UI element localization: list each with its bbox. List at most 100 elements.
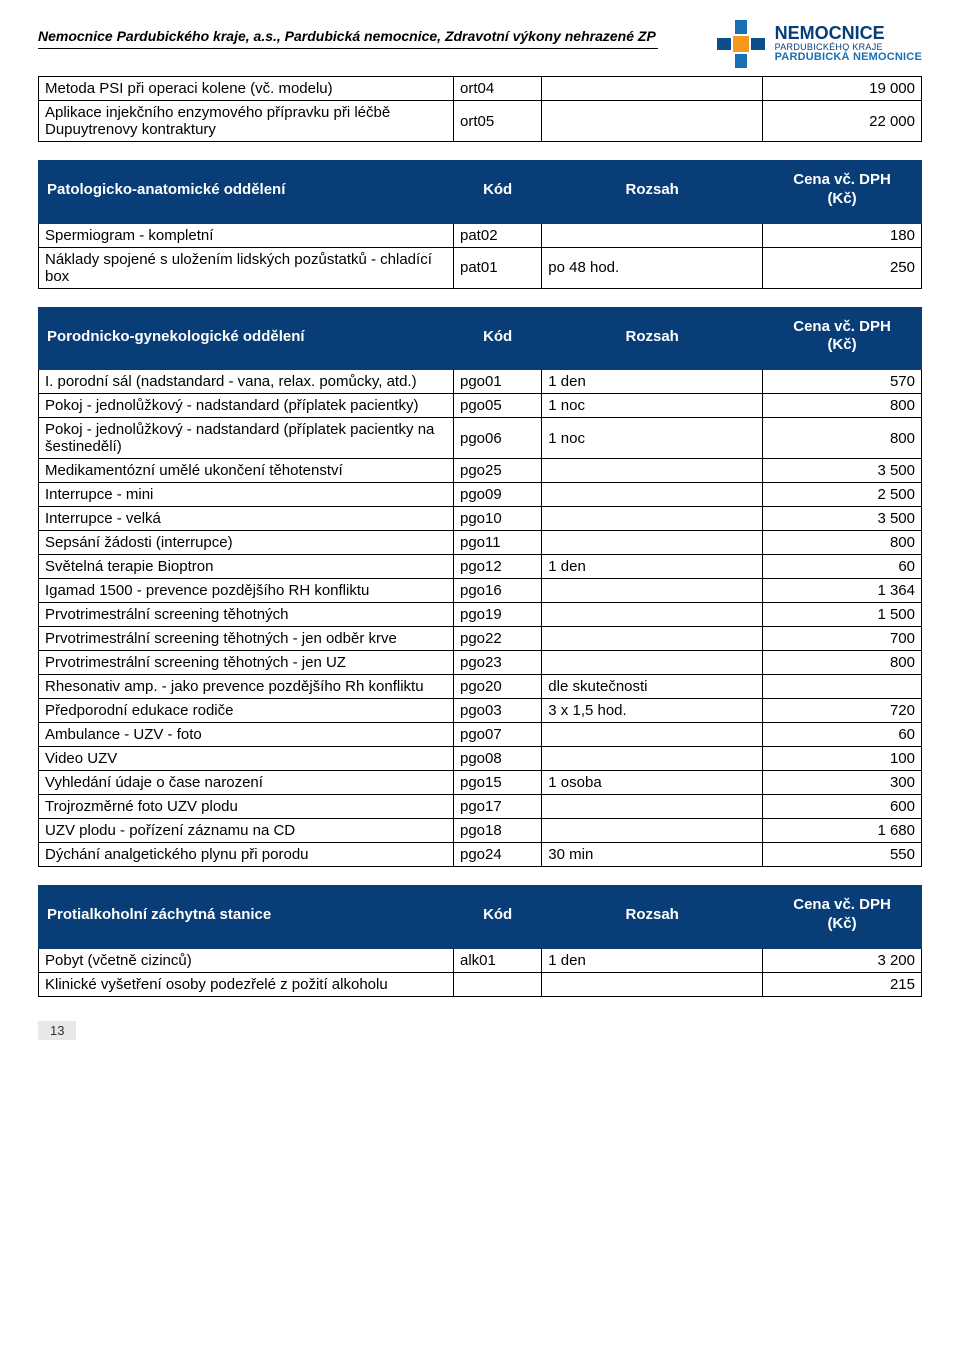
cell-desc: Igamad 1500 - prevence pozdějšího RH kon…	[39, 579, 454, 603]
cell-scope: 1 noc	[542, 418, 763, 459]
cell-price: 215	[763, 972, 922, 996]
cell-code: pgo10	[454, 507, 542, 531]
col-price: Cena vč. DPH(Kč)	[763, 307, 922, 370]
cell-code: pgo19	[454, 603, 542, 627]
table-row: Vyhledání údaje o čase narozenípgo151 os…	[39, 771, 922, 795]
page-header: Nemocnice Pardubického kraje, a.s., Pard…	[38, 18, 922, 70]
cell-code: pgo06	[454, 418, 542, 459]
cell-price: 3 200	[763, 948, 922, 972]
cell-code: pgo12	[454, 555, 542, 579]
cell-desc: Předporodní edukace rodiče	[39, 699, 454, 723]
cell-scope: 1 noc	[542, 394, 763, 418]
cell-desc: Vyhledání údaje o čase narození	[39, 771, 454, 795]
cell-price: 800	[763, 651, 922, 675]
cell-desc: Světelná terapie Bioptron	[39, 555, 454, 579]
cell-scope	[542, 507, 763, 531]
cell-desc: UZV plodu - pořízení záznamu na CD	[39, 819, 454, 843]
cell-code: pgo25	[454, 459, 542, 483]
table-row: UZV plodu - pořízení záznamu na CDpgo18 1…	[39, 819, 922, 843]
cell-price: 800	[763, 394, 922, 418]
logo-line3: PARDUBICKÁ NEMOCNICE	[775, 52, 922, 64]
table-row: Prvotrimestrální screening těhotnýchpgo1…	[39, 603, 922, 627]
cell-desc: Trojrozměrné foto UZV plodu	[39, 795, 454, 819]
cell-scope	[542, 483, 763, 507]
cell-scope: 1 den	[542, 370, 763, 394]
table-row: Předporodní edukace rodičepgo033 x 1,5 h…	[39, 699, 922, 723]
table-row: Sepsání žádosti (interrupce)pgo11800	[39, 531, 922, 555]
cell-code	[454, 972, 542, 996]
logo-line1: NEMOCNICE	[775, 24, 922, 43]
cell-scope: po 48 hod.	[542, 247, 763, 288]
table-row: Rhesonativ amp. - jako prevence pozdější…	[39, 675, 922, 699]
cell-price: 180	[763, 223, 922, 247]
cell-code: pgo15	[454, 771, 542, 795]
hospital-logo: NEMOCNICE PARDUBICKÉHO KRAJE PARDUBICKÁ …	[662, 18, 922, 70]
table-row: Prvotrimestrální screening těhotných - j…	[39, 651, 922, 675]
section-table: Porodnicko-gynekologické odděleníKódRozs…	[38, 307, 922, 868]
table-row: Pokoj - jednolůžkový - nadstandard (příp…	[39, 418, 922, 459]
cell-code: ort05	[454, 101, 542, 142]
cell-code: pgo24	[454, 843, 542, 867]
cell-scope	[542, 747, 763, 771]
cell-price: 3 500	[763, 459, 922, 483]
cell-price: 700	[763, 627, 922, 651]
table-row: Trojrozměrné foto UZV plodupgo17600	[39, 795, 922, 819]
cell-price: 100	[763, 747, 922, 771]
cell-code: pgo11	[454, 531, 542, 555]
org-title: Nemocnice Pardubického kraje, a.s., Pard…	[38, 28, 662, 44]
cell-price: 570	[763, 370, 922, 394]
cell-desc: Klinické vyšetření osoby podezřelé z pož…	[39, 972, 454, 996]
cell-price: 300	[763, 771, 922, 795]
cell-scope: 30 min	[542, 843, 763, 867]
table-row: I. porodní sál (nadstandard - vana, rela…	[39, 370, 922, 394]
cell-price: 22 000	[763, 101, 922, 142]
header-underline	[38, 48, 658, 49]
cell-scope: 1 den	[542, 948, 763, 972]
cell-desc: Aplikace injekčního enzymového přípravku…	[39, 101, 454, 142]
cell-desc: Spermiogram - kompletní	[39, 223, 454, 247]
table-row: Igamad 1500 - prevence pozdějšího RH kon…	[39, 579, 922, 603]
section-title: Patologicko-anatomické oddělení	[39, 161, 454, 224]
cell-desc: Interrupce - velká	[39, 507, 454, 531]
col-scope: Rozsah	[542, 886, 763, 949]
table-row: Klinické vyšetření osoby podezřelé z pož…	[39, 972, 922, 996]
section-table: Patologicko-anatomické odděleníKódRozsah…	[38, 160, 922, 289]
cell-scope	[542, 531, 763, 555]
cell-code: pgo18	[454, 819, 542, 843]
page-number: 13	[38, 1021, 76, 1040]
cell-desc: Prvotrimestrální screening těhotných - j…	[39, 627, 454, 651]
col-code: Kód	[454, 307, 542, 370]
cell-scope	[542, 101, 763, 142]
logo-mark-icon	[715, 18, 767, 70]
cell-code: pgo07	[454, 723, 542, 747]
cell-price: 800	[763, 531, 922, 555]
cell-desc: Medikamentózní umělé ukončení těhotenstv…	[39, 459, 454, 483]
cell-desc: Prvotrimestrální screening těhotných	[39, 603, 454, 627]
cell-desc: Video UZV	[39, 747, 454, 771]
cell-scope	[542, 819, 763, 843]
cell-price: 1 680	[763, 819, 922, 843]
table-row: Video UZVpgo08100	[39, 747, 922, 771]
cell-price: 3 500	[763, 507, 922, 531]
table-row: Medikamentózní umělé ukončení těhotenstv…	[39, 459, 922, 483]
cell-price: 19 000	[763, 77, 922, 101]
table-row: Prvotrimestrální screening těhotných - j…	[39, 627, 922, 651]
cell-scope: 1 den	[542, 555, 763, 579]
cell-price: 600	[763, 795, 922, 819]
cell-code: pat01	[454, 247, 542, 288]
cell-price: 250	[763, 247, 922, 288]
cell-scope: 3 x 1,5 hod.	[542, 699, 763, 723]
col-scope: Rozsah	[542, 161, 763, 224]
table-row: Spermiogram - kompletnípat02180	[39, 223, 922, 247]
cell-scope	[542, 459, 763, 483]
table-row: Aplikace injekčního enzymového přípravku…	[39, 101, 922, 142]
cell-code: alk01	[454, 948, 542, 972]
cell-desc: I. porodní sál (nadstandard - vana, rela…	[39, 370, 454, 394]
section-title: Protialkoholní záchytná stanice	[39, 886, 454, 949]
cell-scope	[542, 77, 763, 101]
table-row: Metoda PSI při operaci kolene (vč. model…	[39, 77, 922, 101]
cell-desc: Rhesonativ amp. - jako prevence pozdější…	[39, 675, 454, 699]
cell-desc: Metoda PSI při operaci kolene (vč. model…	[39, 77, 454, 101]
cell-desc: Dýchání analgetického plynu při porodu	[39, 843, 454, 867]
cell-code: pgo09	[454, 483, 542, 507]
